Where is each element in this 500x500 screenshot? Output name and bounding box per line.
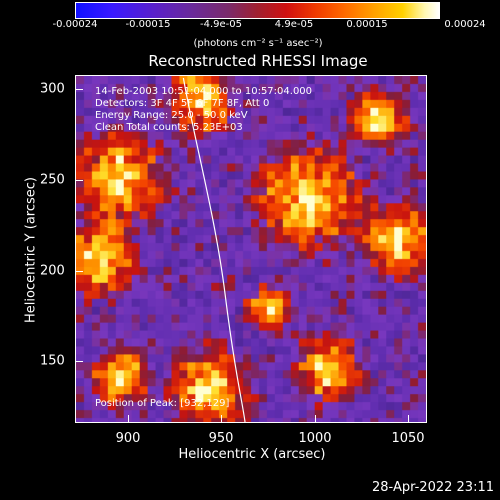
y-tick-label: 250 xyxy=(40,172,65,188)
y-tick-label: 150 xyxy=(40,353,65,369)
colorbar-tick: -0.00015 xyxy=(125,19,171,30)
colorbar-unit-label: (photons cm⁻² s⁻¹ asec⁻²) xyxy=(193,38,323,49)
colorbar-tick: -0.00024 xyxy=(52,19,98,30)
x-tick-mark xyxy=(221,415,222,423)
x-axis-label: Heliocentric X (arcsec) xyxy=(178,447,326,462)
plot-timestamp: 28-Apr-2022 23:11 xyxy=(372,480,494,495)
y-tick-label: 200 xyxy=(40,263,65,279)
colorbar-tick: 4.9e-05 xyxy=(274,19,314,30)
y-tick-mark xyxy=(75,271,83,272)
peak-position-text: Position of Peak: [932,129] xyxy=(95,398,230,409)
colorbar-tick: 0.00015 xyxy=(346,19,388,30)
plot-title: Reconstructed RHESSI Image xyxy=(148,52,368,70)
rhessi-heatmap xyxy=(76,76,426,422)
x-tick-label: 1050 xyxy=(391,431,425,446)
x-tick-label: 950 xyxy=(208,431,234,446)
algorithm-counts-text: Clean Total counts: 5.23E+03 xyxy=(95,122,243,133)
y-tick-label: 300 xyxy=(40,81,65,97)
colorbar-tick: -4.9e-05 xyxy=(200,19,242,30)
y-tick-mark xyxy=(75,361,83,362)
image-plot-area[interactable]: 14-Feb-2003 10:51:04.000 to 10:57:04.000… xyxy=(75,75,427,423)
y-axis-label: Heliocentric Y (arcsec) xyxy=(23,177,39,323)
colorbar xyxy=(75,2,440,19)
x-tick-mark xyxy=(315,415,316,423)
energy-range-text: Energy Range: 25.0 - 50.0 keV xyxy=(95,110,248,121)
x-tick-mark xyxy=(408,415,409,423)
detectors-text: Detectors: 3F 4F 5F 6F 7F 8F, Att 0 xyxy=(95,98,270,109)
y-tick-mark xyxy=(75,89,83,90)
solar-limb-svg xyxy=(182,77,246,422)
y-tick-mark xyxy=(75,180,83,181)
solar-limb-line xyxy=(182,77,246,422)
x-tick-label: 1000 xyxy=(298,431,332,446)
x-tick-mark xyxy=(128,415,129,423)
x-tick-label: 900 xyxy=(115,431,141,446)
colorbar-tick: 0.00024 xyxy=(444,19,486,30)
time-range-text: 14-Feb-2003 10:51:04.000 to 10:57:04.000 xyxy=(95,86,313,97)
